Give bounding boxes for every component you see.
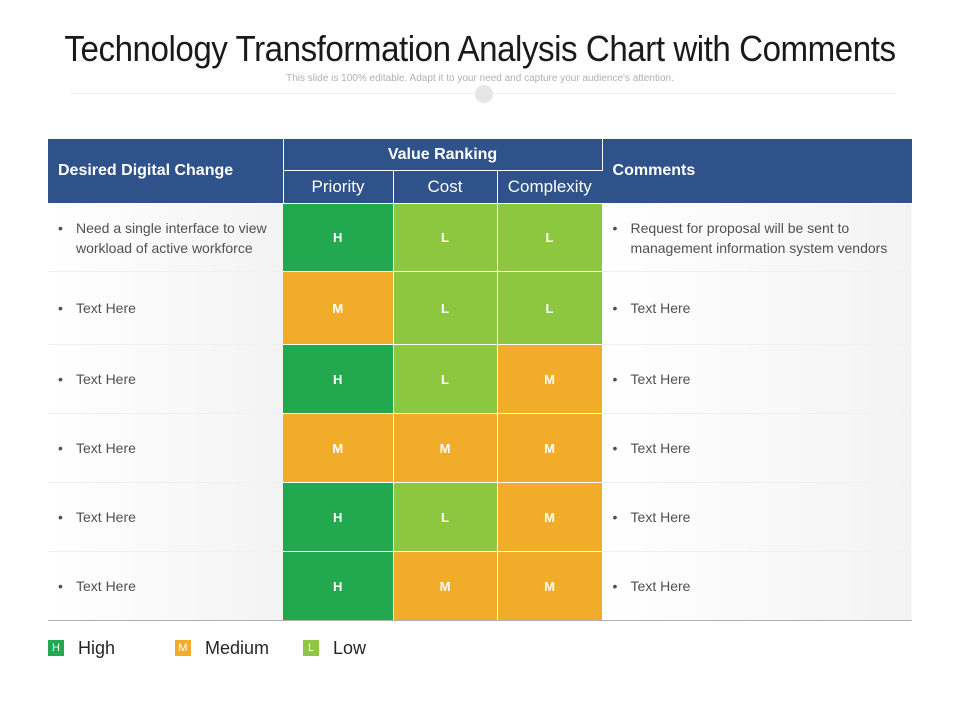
header-value-ranking: Value Ranking [283, 139, 603, 171]
table-row: • Text Here M L L • Text Here [48, 271, 913, 345]
desired-change-cell: • Text Here [48, 551, 283, 621]
title-divider-dot [475, 85, 493, 103]
legend-low: L Low [303, 638, 366, 658]
legend-medium: M Medium [175, 638, 269, 658]
legend-medium-label: Medium [205, 637, 270, 658]
desired-change-cell-text: Text Here [76, 371, 136, 387]
complexity-cell: M [497, 551, 603, 621]
desired-change-cell: • Text Here [48, 482, 283, 552]
bullet-icon: • [58, 578, 63, 594]
desired-change-cell-text: Text Here [76, 578, 136, 594]
comment-cell: • Text Here [602, 271, 913, 345]
desired-change-cell: • Text Here [48, 413, 283, 483]
comment-cell-text: Text Here [630, 300, 691, 316]
bullet-icon: • [58, 371, 63, 387]
legend-low-swatch: L [303, 640, 319, 656]
analysis-table: Desired Digital Change Value Ranking Com… [48, 139, 913, 621]
page-title: Technology Transformation Analysis Chart… [64, 28, 896, 69]
bullet-icon: • [612, 371, 618, 387]
bullet-icon: • [612, 300, 618, 316]
table-row: • Need a single interface to view workloa… [48, 203, 913, 272]
legend-high-swatch: H [48, 640, 64, 656]
bullet-icon: • [612, 578, 618, 594]
comment-cell-text: Text Here [630, 578, 691, 594]
comment-cell-text: Text Here [630, 371, 691, 387]
cost-cell: L [393, 203, 498, 272]
cost-cell: L [393, 482, 498, 552]
priority-cell: H [283, 203, 394, 272]
bullet-icon: • [612, 440, 618, 456]
header-comments: Comments [602, 139, 913, 204]
legend-high-label: High [78, 637, 116, 658]
priority-cell: M [283, 413, 394, 483]
complexity-cell: L [497, 271, 603, 345]
desired-change-cell-text: Text Here [76, 300, 136, 316]
comment-cell-text: Text Here [630, 440, 691, 456]
table-row: • Text Here M M M • Text Here [48, 413, 913, 483]
complexity-cell: M [497, 413, 603, 483]
table-row: • Text Here H M M • Text Here [48, 551, 913, 621]
complexity-cell: L [497, 203, 603, 272]
bullet-icon: • [58, 300, 63, 316]
table-row: • Text Here H L M • Text Here [48, 482, 913, 552]
cost-cell: L [393, 344, 498, 414]
cost-cell: L [393, 271, 498, 345]
cost-cell: M [393, 551, 498, 621]
complexity-cell: M [497, 344, 603, 414]
comment-cell-text: Text Here [630, 509, 691, 525]
comment-cell: • Request for proposal will be sent to ma… [602, 203, 913, 272]
comment-cell: • Text Here [602, 482, 913, 552]
desired-change-cell-text: Need a single interface to view workload… [76, 219, 267, 256]
priority-cell: H [283, 482, 394, 552]
priority-cell: H [283, 344, 394, 414]
comment-cell-text: Request for proposal will be sent to man… [630, 219, 888, 256]
header-priority: Priority [283, 170, 394, 204]
comment-cell: • Text Here [602, 344, 913, 414]
cost-cell: M [393, 413, 498, 483]
comment-cell: • Text Here [602, 551, 913, 621]
bullet-icon: • [612, 509, 618, 525]
priority-cell: M [283, 271, 394, 345]
header-cost: Cost [393, 170, 498, 204]
desired-change-cell-text: Text Here [76, 440, 136, 456]
header-complexity: Complexity [497, 170, 603, 204]
legend-low-label: Low [333, 637, 367, 658]
legend-high: H High [48, 638, 115, 658]
desired-change-cell: • Need a single interface to view workloa… [48, 203, 283, 272]
page-subtitle: This slide is 100% editable. Adapt it to… [286, 73, 674, 84]
header-desired-change: Desired Digital Change [48, 139, 284, 204]
desired-change-cell: • Text Here [48, 271, 283, 345]
bullet-icon: • [58, 509, 63, 525]
priority-cell: H [283, 551, 394, 621]
desired-change-cell: • Text Here [48, 344, 283, 414]
complexity-cell: M [497, 482, 603, 552]
bullet-icon: • [58, 219, 63, 236]
desired-change-cell-text: Text Here [76, 509, 136, 525]
comment-cell: • Text Here [602, 413, 913, 483]
table-row: • Text Here H L M • Text Here [48, 344, 913, 414]
bullet-icon: • [58, 440, 63, 456]
bullet-icon: • [612, 219, 618, 236]
legend-medium-swatch: M [175, 640, 191, 656]
